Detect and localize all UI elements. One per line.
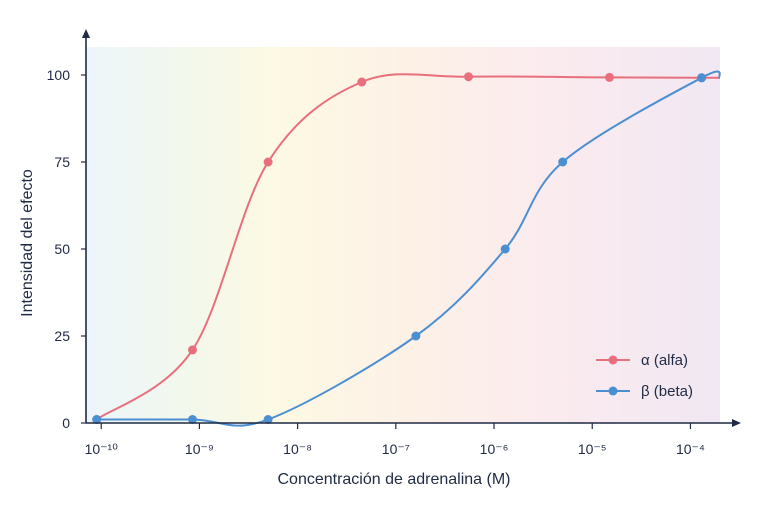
legend-label: α (alfa)	[641, 352, 688, 369]
data-point	[411, 331, 421, 341]
data-point	[500, 244, 510, 254]
series-points	[92, 72, 707, 424]
x-tick-label: 10⁻⁹	[185, 441, 214, 457]
y-tick-label: 75	[54, 154, 70, 170]
x-tick-label: 10⁻⁵	[578, 441, 607, 457]
y-tick-label: 25	[54, 328, 70, 344]
legend-swatch-marker	[608, 386, 618, 396]
x-tick-label: 10⁻⁸	[283, 441, 312, 457]
y-axis-arrow-icon	[82, 29, 90, 38]
legend-swatch-marker	[608, 355, 618, 365]
series-line-alfa	[96, 73, 720, 421]
data-point	[558, 157, 568, 167]
series-lines	[96, 70, 721, 427]
data-point	[92, 415, 102, 424]
data-point	[263, 157, 273, 167]
legend: α (alfa) β (beta)	[596, 352, 693, 400]
x-axis-arrow-icon	[732, 419, 741, 427]
data-point	[357, 77, 367, 87]
data-point	[605, 72, 614, 82]
x-tick-label: 10⁻⁷	[382, 441, 410, 457]
data-point	[188, 415, 197, 424]
data-point	[188, 345, 197, 355]
data-point	[697, 73, 707, 83]
x-tick-label: 10⁻⁶	[480, 441, 509, 457]
legend-item-alfa: α (alfa)	[596, 352, 688, 369]
plot-background	[86, 47, 720, 423]
x-axis-title: Concentración de adrenalina (M)	[277, 471, 510, 488]
y-tick-label: 50	[54, 241, 70, 257]
x-ticks: 10⁻¹⁰ 10⁻⁹ 10⁻⁸ 10⁻⁷ 10⁻⁶ 10⁻⁵ 10⁻⁴	[85, 423, 705, 457]
y-tick-label: 0	[62, 415, 70, 431]
y-axis-title: Intensidad del efecto	[19, 169, 36, 317]
legend-label: β (beta)	[641, 383, 693, 400]
x-tick-label: 10⁻⁴	[676, 441, 705, 457]
x-tick-label: 10⁻¹⁰	[85, 441, 119, 457]
series-line-beta	[96, 70, 721, 427]
data-point	[263, 415, 273, 424]
y-tick-label: 100	[47, 67, 71, 83]
legend-item-beta: β (beta)	[596, 383, 693, 400]
data-point	[464, 72, 473, 82]
y-ticks: 0 25 50 75 100	[47, 67, 86, 431]
